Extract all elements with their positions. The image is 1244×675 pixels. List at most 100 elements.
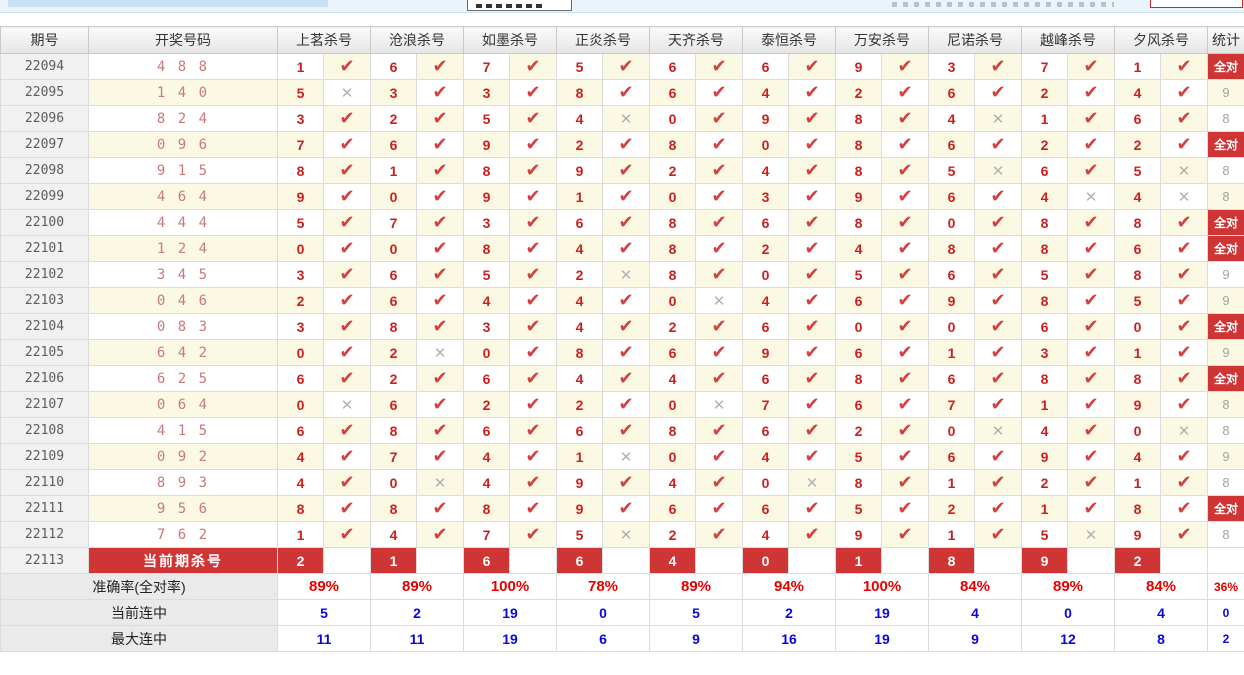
- table-row: 22112 7 6 2 1 ✔ 4 ✔ 7 ✔ 5 ✕ 2 ✔ 4 ✔ 9 ✔ 1 ✔ 5 ✕ 9 ✔ 8: [0, 521, 1244, 548]
- kill-mark-cell: ✔: [788, 443, 836, 470]
- kill-digit-cell: 6: [928, 365, 975, 392]
- check-icon: ✔: [897, 498, 913, 518]
- kill-mark-cell: ✔: [974, 53, 1022, 80]
- draw-numbers-cell: 8 9 3: [88, 469, 278, 496]
- kill-mark-cell: ✔: [881, 287, 929, 314]
- check-icon: ✔: [804, 316, 820, 336]
- kill-mark-cell: ✔: [1067, 313, 1115, 340]
- check-icon: ✔: [618, 368, 634, 388]
- check-icon: ✔: [990, 186, 1006, 206]
- kill-mark-cell: ✕: [974, 157, 1022, 184]
- check-icon: ✔: [525, 238, 541, 258]
- header-row: 期号 开奖号码 上茗杀号 沧浪杀号 如墨杀号 正炎杀号 天齐杀号 泰恒杀号 万安杀号 尼诺杀号 越峰…: [0, 26, 1244, 54]
- check-icon: ✔: [711, 420, 727, 440]
- check-icon: ✔: [1176, 108, 1192, 128]
- check-icon: ✔: [339, 134, 355, 154]
- cross-icon: ✕: [1177, 422, 1191, 440]
- check-icon: ✔: [1176, 212, 1192, 232]
- kill-digit-cell: 9: [1114, 521, 1161, 548]
- check-icon: ✔: [711, 264, 727, 284]
- kill-digit-cell: 6: [463, 365, 510, 392]
- check-icon: ✔: [804, 82, 820, 102]
- empty-mark-cell: [788, 547, 836, 574]
- check-icon: ✔: [804, 160, 820, 180]
- kill-mark-cell: ✔: [602, 469, 650, 496]
- table-row: 22096 8 2 4 3 ✔ 2 ✔ 5 ✔ 4 ✕ 0 ✔ 9 ✔ 8 ✔ 4 ✕ 1 ✔ 6 ✔ 8: [0, 105, 1244, 132]
- check-icon: ✔: [897, 342, 913, 362]
- kill-digit-cell: 4: [556, 313, 603, 340]
- check-icon: ✔: [804, 134, 820, 154]
- draw-numbers-cell: 9 5 6: [88, 495, 278, 522]
- kill-digit-cell: 8: [1021, 235, 1068, 262]
- check-icon: ✔: [1083, 472, 1099, 492]
- kill-digit-cell: 8: [463, 157, 510, 184]
- kill-mark-cell: ✕: [1160, 157, 1208, 184]
- summary-value-cell: 100%: [463, 573, 557, 600]
- col-header-expert-2: 沧浪杀号: [370, 26, 464, 54]
- kill-mark-cell: ✔: [1067, 287, 1115, 314]
- kill-digit-cell: 0: [370, 469, 417, 496]
- kill-digit-cell: 0: [370, 235, 417, 262]
- table-row: 22105 6 4 2 0 ✔ 2 ✕ 0 ✔ 8 ✔ 6 ✔ 9 ✔ 6 ✔ 1 ✔ 3 ✔ 1 ✔ 9: [0, 339, 1244, 366]
- kill-mark-cell: ✔: [695, 157, 743, 184]
- period-cell: 22108: [0, 417, 89, 444]
- kill-mark-cell: ✔: [788, 495, 836, 522]
- kill-mark-cell: ✔: [881, 495, 929, 522]
- col-header-expert-1: 上茗杀号: [277, 26, 371, 54]
- period-cell: 22112: [0, 521, 89, 548]
- stats-cell: 8: [1207, 391, 1244, 418]
- kill-digit-cell: 8: [835, 365, 882, 392]
- table-row: 22111 9 5 6 8 ✔ 8 ✔ 8 ✔ 9 ✔ 6 ✔ 6 ✔ 5 ✔ 2 ✔ 1 ✔ 8 ✔ 全对: [0, 495, 1244, 522]
- check-icon: ✔: [1083, 82, 1099, 102]
- kill-mark-cell: ✔: [881, 521, 929, 548]
- summary-value-cell: 2: [370, 599, 464, 626]
- check-icon: ✔: [897, 420, 913, 440]
- check-icon: ✔: [339, 108, 355, 128]
- kill-digit-cell: 6: [835, 339, 882, 366]
- kill-mark-cell: ✔: [416, 443, 464, 470]
- check-icon: ✔: [897, 368, 913, 388]
- kill-digit-cell: 0: [1114, 313, 1161, 340]
- kill-mark-cell: ✔: [788, 261, 836, 288]
- toolbar-red-input[interactable]: [1150, 0, 1243, 8]
- draw-numbers-cell: 6 4 2: [88, 339, 278, 366]
- kill-digit-cell: 8: [1021, 287, 1068, 314]
- check-icon: ✔: [339, 238, 355, 258]
- kill-mark-cell: ✔: [695, 365, 743, 392]
- kill-mark-cell: ✔: [1067, 105, 1115, 132]
- kill-mark-cell: ✔: [881, 131, 929, 158]
- check-icon: ✔: [339, 498, 355, 518]
- table-row: 22110 8 9 3 4 ✔ 0 ✕ 4 ✔ 9 ✔ 4 ✔ 0 ✕ 8 ✔ 1 ✔ 2 ✔ 1 ✔ 8: [0, 469, 1244, 496]
- kill-mark-cell: ✔: [881, 261, 929, 288]
- table-row: 22107 0 6 4 0 ✕ 6 ✔ 2 ✔ 2 ✔ 0 ✕ 7 ✔ 6 ✔ 7 ✔ 1 ✔ 9 ✔ 8: [0, 391, 1244, 418]
- kill-digit-cell: 5: [1114, 287, 1161, 314]
- kill-digit-cell: 0: [928, 313, 975, 340]
- kill-digit-cell: 7: [370, 443, 417, 470]
- check-icon: ✔: [1083, 290, 1099, 310]
- kill-mark-cell: ✔: [1160, 209, 1208, 236]
- check-icon: ✔: [618, 134, 634, 154]
- check-icon: ✔: [339, 446, 355, 466]
- empty-mark-cell: [974, 547, 1022, 574]
- check-icon: ✔: [618, 498, 634, 518]
- kill-mark-cell: ✔: [788, 391, 836, 418]
- check-icon: ✔: [711, 134, 727, 154]
- period-range-select[interactable]: [467, 0, 572, 11]
- kill-mark-cell: ✔: [323, 53, 371, 80]
- kill-mark-cell: ✔: [509, 79, 557, 106]
- period-cell: 22113: [0, 547, 89, 574]
- check-icon: ✔: [711, 472, 727, 492]
- check-icon: ✔: [432, 160, 448, 180]
- kill-mark-cell: ✔: [416, 79, 464, 106]
- kill-mark-cell: ✔: [416, 287, 464, 314]
- kill-mark-cell: ✔: [1160, 53, 1208, 80]
- toolbar-highlight: [8, 0, 328, 7]
- kill-mark-cell: ✔: [974, 183, 1022, 210]
- cross-icon: ✕: [1084, 188, 1098, 206]
- kill-mark-cell: ✕: [1067, 521, 1115, 548]
- check-icon: ✔: [618, 316, 634, 336]
- kill-digit-cell: 8: [1114, 261, 1161, 288]
- check-icon: ✔: [339, 290, 355, 310]
- kill-digit-cell: 2: [370, 105, 417, 132]
- kill-mark-cell: ✔: [1160, 79, 1208, 106]
